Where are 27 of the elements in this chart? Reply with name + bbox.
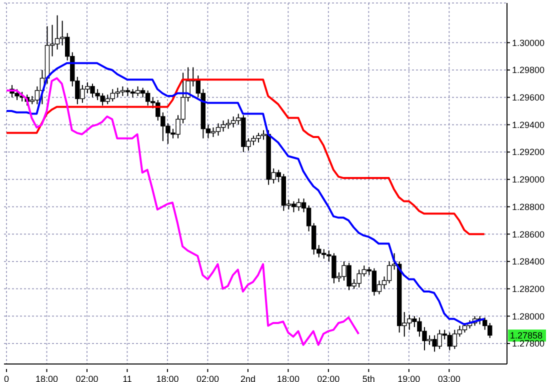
y-tick-label: 1.30000 bbox=[512, 38, 545, 48]
annotation: 1.27858 bbox=[510, 330, 543, 341]
x-tick-label: 02:00 bbox=[76, 374, 98, 382]
x-tick-label: 11 bbox=[122, 374, 132, 382]
y-tick-label: 1.29200 bbox=[512, 147, 545, 158]
y-tick-label: 1.28600 bbox=[512, 229, 545, 240]
x-tick-label: 0 bbox=[4, 374, 10, 382]
x-tick-label: 03:00 bbox=[438, 374, 460, 382]
x-tick-label: 18:00 bbox=[276, 374, 300, 382]
y-tick-label: 1.28400 bbox=[512, 256, 545, 267]
x-tick-label: 02:00 bbox=[196, 374, 219, 382]
x-tick-label: 2nd bbox=[240, 374, 256, 382]
x-tick-label: 18:00 bbox=[35, 374, 58, 382]
x-tick-label: 18:00 bbox=[156, 374, 179, 382]
y-tick-label: 1.29000 bbox=[512, 174, 545, 185]
y-tick-label: 1.29800 bbox=[512, 65, 545, 76]
y-tick-label: 1.27800 bbox=[512, 338, 545, 349]
x-tick-label: 19:00 bbox=[398, 374, 420, 382]
line-series bbox=[6, 77, 360, 346]
y-tick-label: 1.28800 bbox=[512, 202, 545, 212]
y-tick-label: 1.28200 bbox=[512, 284, 545, 294]
x-tick-label: 02:00 bbox=[317, 374, 340, 382]
x-tick-label: 5th bbox=[362, 374, 375, 382]
line-series bbox=[6, 78, 486, 236]
y-tick-label: 1.29600 bbox=[512, 92, 545, 103]
y-tick-label: 1.28000 bbox=[512, 311, 545, 322]
y-tick-label: 1.29400 bbox=[512, 120, 545, 130]
